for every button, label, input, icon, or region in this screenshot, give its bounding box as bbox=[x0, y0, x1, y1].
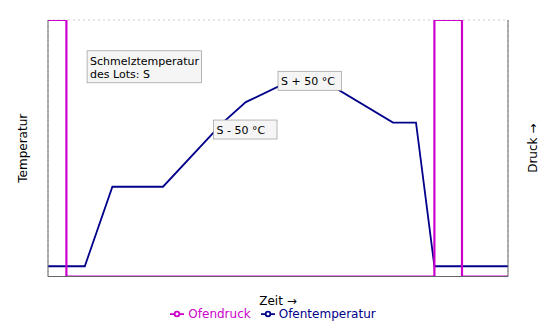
svg-text:S + 50 °C: S + 50 °C bbox=[281, 75, 335, 88]
svg-text:S - 50 °C: S - 50 °C bbox=[217, 124, 266, 137]
svg-text:Druck →: Druck → bbox=[526, 124, 540, 173]
svg-text:Schmelztemperaturdes Lots: S: Schmelztemperaturdes Lots: S bbox=[90, 55, 199, 81]
svg-text:Temperatur: Temperatur bbox=[16, 114, 30, 184]
html-text:Ofendruck: Ofendruck bbox=[188, 306, 251, 321]
html-text:Ofentemperatur: Ofentemperatur bbox=[278, 306, 376, 321]
svg-text:Zeit →: Zeit → bbox=[259, 294, 297, 308]
